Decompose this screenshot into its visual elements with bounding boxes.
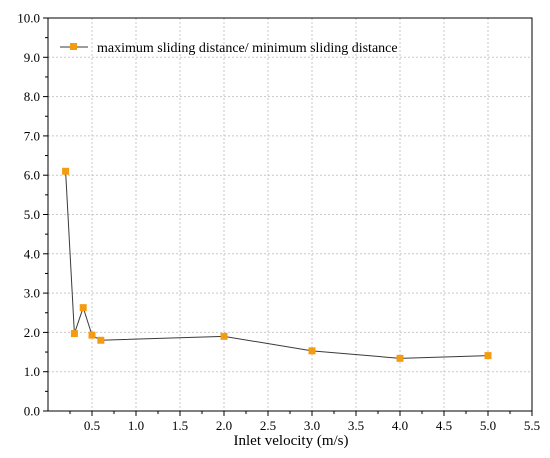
x-tick-label: 5.5 [524, 418, 540, 433]
x-tick-labels: 0.5 1.0 1.5 2.0 2.5 3.0 3.5 4.0 4.5 5.0 5.5 [84, 418, 540, 433]
x-tick-label: 3.5 [348, 418, 364, 433]
y-tick-label: 5.0 [24, 207, 40, 222]
y-tick-label: 0.0 [24, 404, 40, 419]
data-point-marker [88, 331, 96, 339]
y-tick-label: 3.0 [24, 286, 40, 301]
y-tick-label: 2.0 [24, 325, 40, 340]
data-point-marker [308, 347, 316, 355]
x-axis-title: Inlet velocity (m/s) [234, 433, 349, 449]
y-tick-label: 6.0 [24, 168, 40, 183]
x-tick-label: 0.5 [84, 418, 100, 433]
x-tick-label: 2.0 [216, 418, 232, 433]
x-tick-label: 5.0 [480, 418, 496, 433]
data-point-marker [62, 167, 70, 175]
data-point-marker [79, 304, 87, 312]
x-tick-label: 4.0 [392, 418, 408, 433]
y-tick-label: 8.0 [24, 89, 40, 104]
y-tick-label: 7.0 [24, 128, 40, 143]
y-tick-label: 4.0 [24, 246, 40, 261]
x-tick-label: 1.0 [128, 418, 144, 433]
y-tick-label: 1.0 [24, 364, 40, 379]
legend: maximum sliding distance/ minimum slidin… [60, 41, 398, 56]
data-point-marker [396, 354, 404, 362]
legend-marker [70, 43, 77, 50]
x-tick-label: 1.5 [172, 418, 188, 433]
legend-label: maximum sliding distance/ minimum slidin… [97, 41, 398, 56]
axis-ticks [43, 17, 533, 416]
x-tick-label: 3.0 [304, 418, 320, 433]
data-point-marker [484, 352, 492, 360]
data-point-marker [220, 332, 228, 340]
y-tick-labels: 0.0 1.0 2.0 3.0 4.0 5.0 6.0 7.0 8.0 9.0 10.0 [17, 11, 40, 419]
x-tick-label: 2.5 [260, 418, 276, 433]
data-point-marker [97, 336, 105, 344]
series-line [65, 171, 489, 359]
x-tick-label: 4.5 [436, 418, 452, 433]
y-tick-label: 9.0 [24, 50, 40, 65]
y-tick-label: 10.0 [17, 11, 40, 26]
grid-lines [48, 18, 532, 411]
series-layer [62, 167, 492, 362]
data-point-marker [70, 330, 78, 338]
